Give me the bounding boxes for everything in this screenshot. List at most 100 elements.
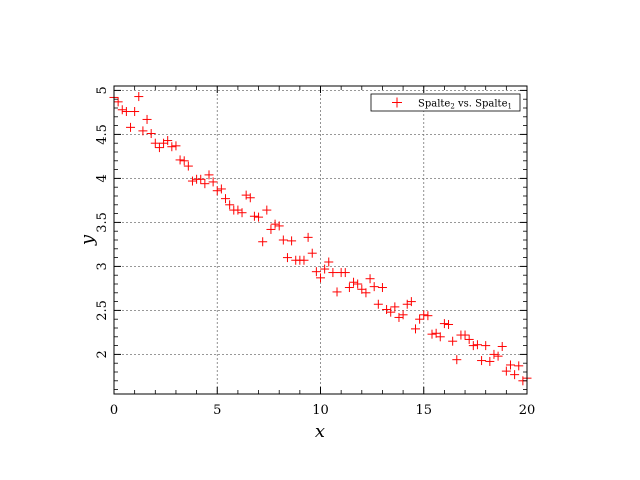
data-point [200,179,210,189]
data-point [237,208,247,218]
data-point [493,351,503,361]
data-point [266,224,276,234]
data-point [134,92,144,102]
data-point [142,114,152,124]
y-tick-label: 4.5 [95,124,110,145]
data-point [179,156,189,166]
data-point [278,235,288,245]
data-point [146,129,156,139]
data-point [328,268,338,278]
y-tick-label: 4 [95,174,110,182]
data-point [382,305,392,315]
data-point [349,277,359,287]
data-point [435,332,445,342]
data-point [377,283,387,293]
data-point [282,253,292,263]
data-point [415,314,425,324]
data-point [394,312,404,322]
data-point [361,288,371,298]
data-point [460,330,470,340]
data-point [187,176,197,186]
data-point [402,299,412,309]
data-point [501,366,511,376]
legend-marker [392,97,402,108]
data-point [510,370,520,380]
data-point [163,136,173,146]
data-point [365,274,375,284]
data-point [154,143,164,153]
legend-main: Spalte [418,99,450,110]
x-tick-label: 10 [312,403,329,418]
data-point [431,328,441,338]
legend-sub1: 2 [450,103,454,111]
data-point [444,319,454,329]
data-point [373,299,383,309]
data-point [406,297,416,307]
data-point [316,273,325,283]
data-point [221,194,231,204]
y-tick-label: 5 [95,86,110,94]
data-point [150,138,160,148]
data-point [175,155,185,165]
data-point [427,329,437,339]
data-point [452,355,462,365]
x-tick-label: 15 [415,403,432,418]
data-point [472,340,482,350]
data-point [489,349,499,359]
data-point [262,205,272,215]
data-point [196,174,206,184]
grid [114,86,527,394]
data-point [390,302,400,312]
y-axis-label: y [77,234,98,246]
data-point [344,283,354,293]
legend-box [370,93,521,112]
legend-entry: Spalte2 vs. Spalte1 [418,99,512,111]
x-tick-label: 0 [110,403,118,418]
data-point [204,170,214,180]
data-point [505,360,515,370]
data-point [113,97,123,107]
y-tick-label: 3 [95,262,110,270]
data-point [212,186,222,196]
data-point [208,177,218,187]
data-points [109,92,532,386]
data-point [126,122,136,132]
tick-labels: 0 5 10 15 20 2 2.5 3 3.5 4 4.5 5 [95,86,535,418]
data-point [225,200,235,210]
data-point [159,138,169,148]
data-point [324,257,334,267]
data-point [468,341,478,351]
data-point [254,212,264,222]
x-tick-label: 20 [519,403,536,418]
data-point [249,211,259,221]
data-point [320,264,330,274]
data-point [439,319,449,329]
data-point [311,267,321,277]
data-point [171,141,181,151]
data-point [485,356,495,366]
data-point [423,311,433,321]
data-point [216,184,226,194]
data-point [307,248,317,258]
data-point [477,356,487,366]
data-point [481,341,491,351]
legend-sub2: 1 [508,103,512,111]
x-tick-label: 5 [213,403,221,418]
y-tick-label: 3.5 [95,212,110,233]
data-point [130,107,140,117]
data-point [167,142,177,152]
data-point [398,310,408,320]
legend-mid: vs. Spalte [455,99,508,110]
data-point [497,341,507,351]
data-point [419,310,429,320]
data-point [117,105,127,115]
data-point [369,282,379,292]
data-point [410,324,420,334]
data-point [303,232,313,242]
y-tick-label: 2.5 [95,300,110,321]
y-tick-label: 2 [95,350,110,358]
data-point [241,190,251,200]
data-point [386,307,396,317]
data-point [448,336,458,346]
